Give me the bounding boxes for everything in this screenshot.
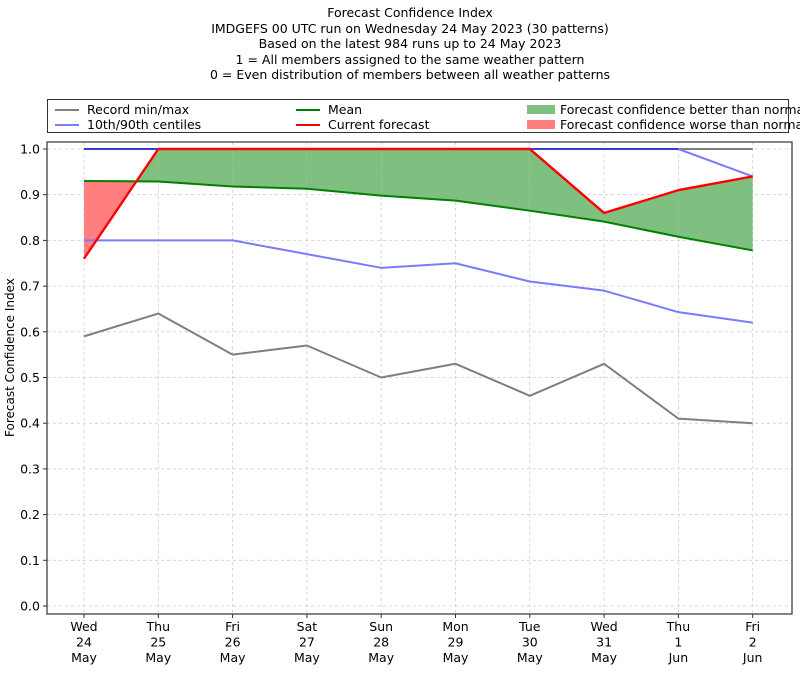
y-axis-ticks: 0.0 0.1 0.2 0.3 0.4 0.5 0.6 0.7 0.8 0.9 1.0 xyxy=(20,142,47,614)
x-tick-label: Thu xyxy=(666,619,690,634)
x-tick-label: Wed xyxy=(70,619,97,634)
x-tick-label: May xyxy=(145,650,171,665)
x-tick-label: Mon xyxy=(442,619,468,634)
title-line-3: Based on the latest 984 runs up to 24 Ma… xyxy=(258,36,562,52)
x-tick-label: Sat xyxy=(297,619,318,634)
x-tick-label: May xyxy=(220,650,246,665)
title-line-5: 0 = Even distribution of members between… xyxy=(209,67,611,83)
legend-swatch-centiles xyxy=(55,123,79,126)
fill-better-than-normal xyxy=(455,149,530,211)
fill-better-than-normal xyxy=(158,149,233,187)
x-tick-label: 26 xyxy=(225,635,241,650)
chart-title: Forecast Confidence Index IMDGEFS 00 UTC… xyxy=(0,5,800,83)
title-line-1: Forecast Confidence Index xyxy=(327,5,493,20)
x-tick-label: 29 xyxy=(448,635,464,650)
x-tick-label: Fri xyxy=(225,619,240,634)
legend-label-current: Current forecast xyxy=(328,117,430,132)
fill-better-than-normal xyxy=(232,149,307,189)
x-tick-label: Sun xyxy=(369,619,393,634)
x-tick-label: 30 xyxy=(522,635,538,650)
x-tick-label: 24 xyxy=(76,635,92,650)
y-tick-label: 0.8 xyxy=(20,233,40,248)
line-mean xyxy=(83,179,753,252)
x-tick-label: Fri xyxy=(745,619,760,634)
y-tick-label: 0.4 xyxy=(20,416,40,431)
line-current-forecast-top xyxy=(83,147,753,260)
x-tick-label: 31 xyxy=(596,635,612,650)
x-tick-label: Jun xyxy=(742,650,763,665)
y-tick-label: 1.0 xyxy=(20,142,40,157)
y-tick-label: 0.3 xyxy=(20,461,40,476)
legend-item-better: Forecast confidence better than normal xyxy=(527,102,800,117)
legend-swatch-mean xyxy=(296,108,320,111)
legend-label-better: Forecast confidence better than normal xyxy=(560,102,800,117)
y-tick-label: 0.7 xyxy=(20,279,40,294)
fill-better-than-normal xyxy=(529,149,605,222)
x-tick-label: Jun xyxy=(668,650,689,665)
legend-item-worse: Forecast confidence worse than normal xyxy=(527,117,800,132)
confidence-fills xyxy=(84,149,753,259)
x-tick-label: 28 xyxy=(373,635,389,650)
legend-item-mean: Mean xyxy=(296,102,362,117)
legend-item-current: Current forecast xyxy=(296,117,429,132)
series-lines xyxy=(83,147,754,425)
line-10th-centile xyxy=(84,239,753,324)
x-tick-label: 2 xyxy=(749,635,757,650)
legend-item-record: Record min/max xyxy=(55,102,189,117)
x-tick-label: Thu xyxy=(146,619,170,634)
fill-better-than-normal xyxy=(381,149,456,201)
x-tick-label: 1 xyxy=(674,635,682,650)
chart-legend: Record min/max 10th/90th centiles Mean C… xyxy=(47,99,800,133)
x-tick-label: May xyxy=(294,650,320,665)
line-record-min xyxy=(83,312,753,425)
legend-item-centiles: 10th/90th centiles xyxy=(55,117,201,132)
legend-swatch-record xyxy=(55,108,79,111)
x-tick-label: May xyxy=(443,650,469,665)
legend-label-mean: Mean xyxy=(328,102,363,117)
legend-swatch-current xyxy=(296,123,320,126)
x-tick-label: 25 xyxy=(150,635,166,650)
y-tick-label: 0.6 xyxy=(20,324,40,339)
title-line-2: IMDGEFS 00 UTC run on Wednesday 24 May 2… xyxy=(211,20,609,36)
x-tick-label: Tue xyxy=(518,619,541,634)
y-tick-label: 0.2 xyxy=(20,507,40,522)
x-tick-label: May xyxy=(368,650,394,665)
x-tick-label: 27 xyxy=(299,635,315,650)
fill-better-than-normal xyxy=(306,149,382,196)
x-axis-ticks: Wed24MayThu25MayFri26MaySat27MaySun28May… xyxy=(70,614,762,665)
legend-label-record: Record min/max xyxy=(87,102,190,117)
legend-label-centiles: 10th/90th centiles xyxy=(87,117,202,132)
y-tick-label: 0.5 xyxy=(20,370,40,385)
x-tick-label: Wed xyxy=(590,619,617,634)
x-tick-label: May xyxy=(71,650,97,665)
y-tick-label: 0.0 xyxy=(20,599,40,614)
legend-swatch-worse xyxy=(527,120,555,129)
y-tick-label: 0.1 xyxy=(20,553,40,568)
legend-swatch-better xyxy=(527,105,555,114)
x-tick-label: May xyxy=(591,650,617,665)
legend-label-worse: Forecast confidence worse than normal xyxy=(560,117,800,132)
title-line-4: 1 = All members assigned to the same wea… xyxy=(235,51,585,67)
x-tick-label: May xyxy=(517,650,543,665)
fill-better-than-normal xyxy=(678,176,753,251)
y-tick-label: 0.9 xyxy=(20,187,40,202)
